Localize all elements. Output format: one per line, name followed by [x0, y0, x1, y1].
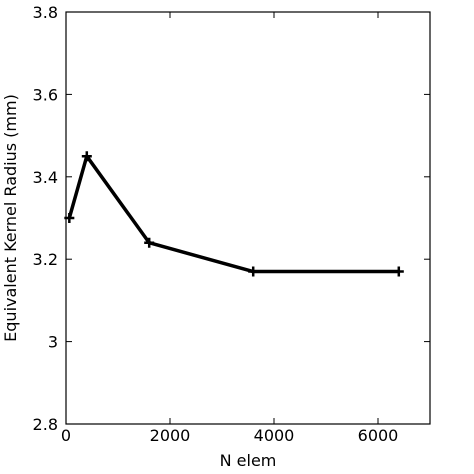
data-line	[67, 154, 399, 274]
x-axis-label: N elem	[220, 451, 277, 470]
plot-frame	[65, 11, 431, 425]
y-tick-label: 3.6	[33, 85, 58, 104]
x-tick-label: 2000	[150, 426, 191, 445]
point-marker	[81, 151, 92, 162]
point-marker	[144, 237, 155, 248]
y-tick-label: 3.2	[33, 250, 58, 269]
point-marker	[248, 266, 259, 277]
x-tick-label: 6000	[358, 426, 399, 445]
x-tick-label: 0	[61, 426, 71, 445]
y-axis-label: Equivalent Kernel Radius (mm)	[1, 94, 20, 342]
y-tick-label: 3.4	[33, 168, 58, 187]
point-marker	[393, 266, 404, 277]
y-tick-label: 2.8	[33, 415, 58, 434]
y-tick-label: 3.8	[33, 3, 58, 22]
point-marker	[64, 213, 75, 223]
x-tick-label: 4000	[254, 426, 295, 445]
y-tick-label: 3	[48, 333, 58, 352]
